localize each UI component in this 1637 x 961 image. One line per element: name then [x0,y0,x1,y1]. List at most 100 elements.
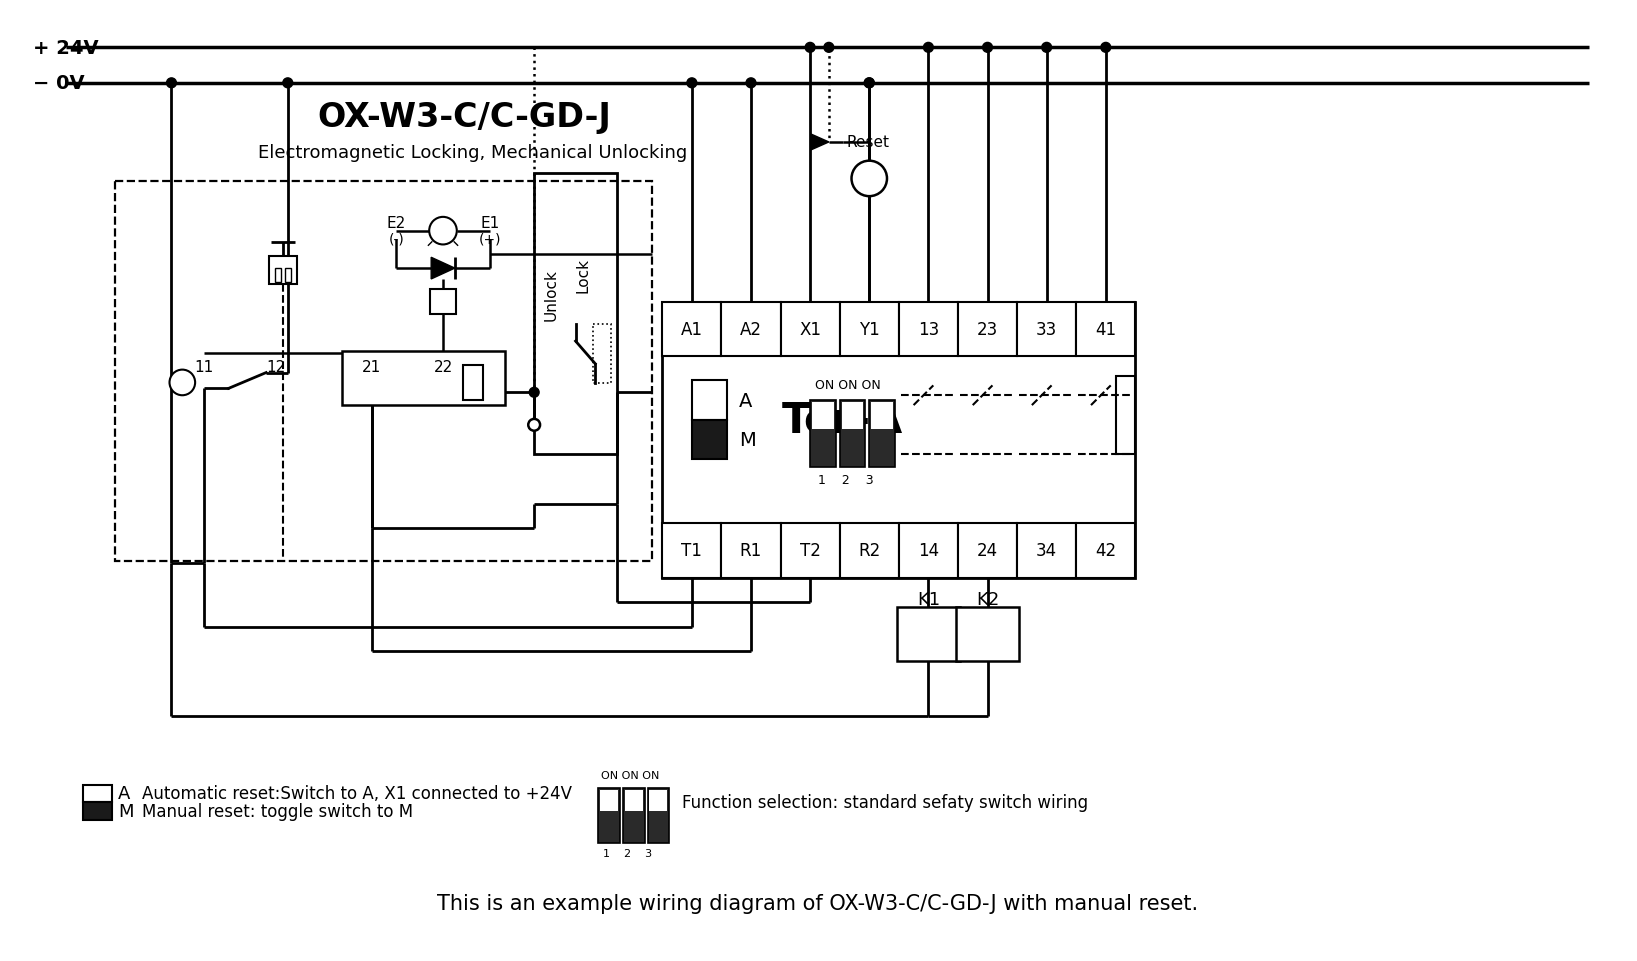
Circle shape [1100,43,1112,53]
Bar [781,303,840,357]
Polygon shape [431,258,455,280]
Bar [463,365,483,401]
Circle shape [851,161,887,197]
Text: ON ON ON: ON ON ON [815,379,881,391]
Text: Lock: Lock [576,258,591,293]
Text: T2: T2 [800,542,820,560]
Bar [534,174,617,455]
Text: 24: 24 [977,542,999,560]
Bar [115,183,653,561]
Text: 12: 12 [267,359,285,375]
Text: 21: 21 [362,359,381,375]
Bar [1076,303,1136,357]
Bar [648,789,670,843]
Text: A: A [118,784,131,802]
Text: Y1: Y1 [859,320,879,338]
Circle shape [864,79,874,88]
Circle shape [167,79,177,88]
Text: 22: 22 [434,359,453,375]
Text: A1: A1 [681,320,702,338]
Circle shape [923,43,933,53]
Text: This is an example wiring diagram of OX-W3-C/C-GD-J with manual reset.: This is an example wiring diagram of OX-… [437,893,1198,913]
Bar [625,791,643,811]
Bar [663,303,722,357]
Text: E1: E1 [480,216,499,231]
Text: M: M [118,802,134,821]
Text: 11: 11 [195,359,213,375]
Text: Reset: Reset [846,136,889,150]
Bar [692,382,727,421]
Circle shape [283,79,293,88]
Text: Manual reset: toggle switch to M: Manual reset: toggle switch to M [142,802,413,821]
Bar [692,421,727,459]
Text: Ter-A: Ter-A [781,400,902,441]
Bar [593,325,611,384]
Bar [650,791,668,811]
Bar [285,269,291,283]
Bar [871,403,892,430]
Circle shape [529,388,539,398]
Bar [722,524,781,578]
Bar [622,789,645,843]
Text: Automatic reset:Switch to A, X1 connected to +24V: Automatic reset:Switch to A, X1 connecte… [142,784,571,802]
Text: R2: R2 [858,542,881,560]
Bar [869,401,895,468]
Circle shape [823,43,833,53]
Bar [899,524,958,578]
Bar [781,524,840,578]
Text: ON ON ON: ON ON ON [601,770,660,780]
Bar [956,607,1020,662]
Text: Unlock: Unlock [543,269,558,321]
Bar [897,607,959,662]
Bar [1076,524,1136,578]
Bar [722,303,781,357]
Text: 1    2    3: 1 2 3 [818,473,874,486]
Text: K1: K1 [917,591,940,608]
Text: 14: 14 [918,542,940,560]
Bar [83,802,113,820]
Text: Electromagnetic Locking, Mechanical Unlocking: Electromagnetic Locking, Mechanical Unlo… [259,143,688,161]
Bar [810,401,837,468]
Text: − 0V: − 0V [33,74,85,93]
Bar [840,524,899,578]
Bar [598,789,620,843]
Text: M: M [740,431,756,450]
Text: 23: 23 [977,320,999,338]
Bar [812,403,833,430]
Circle shape [688,79,697,88]
Bar [275,269,282,283]
Bar [841,403,863,430]
Bar [342,352,504,406]
Text: 42: 42 [1095,542,1116,560]
Bar [840,401,866,468]
Text: + 24V: + 24V [33,38,100,58]
Bar [1116,376,1136,455]
Text: E2: E2 [386,216,406,231]
Text: OX-W3-C/C-GD-J: OX-W3-C/C-GD-J [318,101,611,134]
Circle shape [982,43,992,53]
Bar [958,524,1017,578]
Circle shape [805,43,815,53]
Text: 1    2    3: 1 2 3 [602,848,652,857]
Circle shape [529,419,540,431]
Bar [431,289,455,315]
Circle shape [170,370,195,396]
Text: T1: T1 [681,542,702,560]
Bar [958,303,1017,357]
Text: X1: X1 [799,320,822,338]
Text: 41: 41 [1095,320,1116,338]
Circle shape [864,79,874,88]
Text: A2: A2 [740,320,761,338]
Text: 13: 13 [918,320,940,338]
Text: 33: 33 [1036,320,1058,338]
Circle shape [746,79,756,88]
Text: (-): (-) [388,233,404,246]
Bar [663,303,1136,578]
Circle shape [1041,43,1051,53]
Text: (+): (+) [478,233,501,246]
Polygon shape [810,135,828,151]
Text: A: A [740,391,753,410]
Circle shape [429,217,457,245]
Bar [1017,303,1076,357]
Bar [663,524,722,578]
